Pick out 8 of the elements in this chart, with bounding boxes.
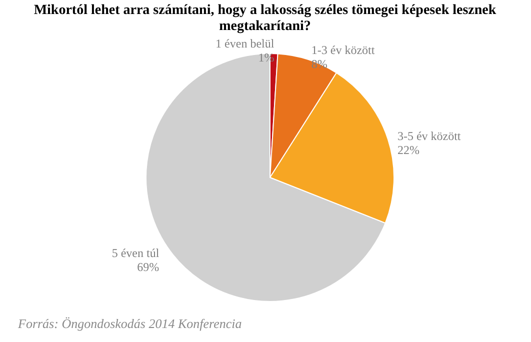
slice-label: 1-3 év között bbox=[311, 43, 376, 58]
slice-label: 5 éven túl bbox=[112, 246, 160, 260]
chart-title: Mikortól lehet arra számítani, hogy a lakosság széles tömegei képesek lesznek megtakarítani? bbox=[32, 3, 498, 35]
slice-label: 1 éven belül bbox=[216, 36, 275, 51]
text: Forrás: Öngondoskodás 2014 Konferencia bbox=[18, 316, 242, 332]
data-label: 69% bbox=[137, 260, 160, 274]
data-label: 22% bbox=[397, 143, 420, 158]
slice-label: 3-5 év között bbox=[397, 129, 462, 144]
